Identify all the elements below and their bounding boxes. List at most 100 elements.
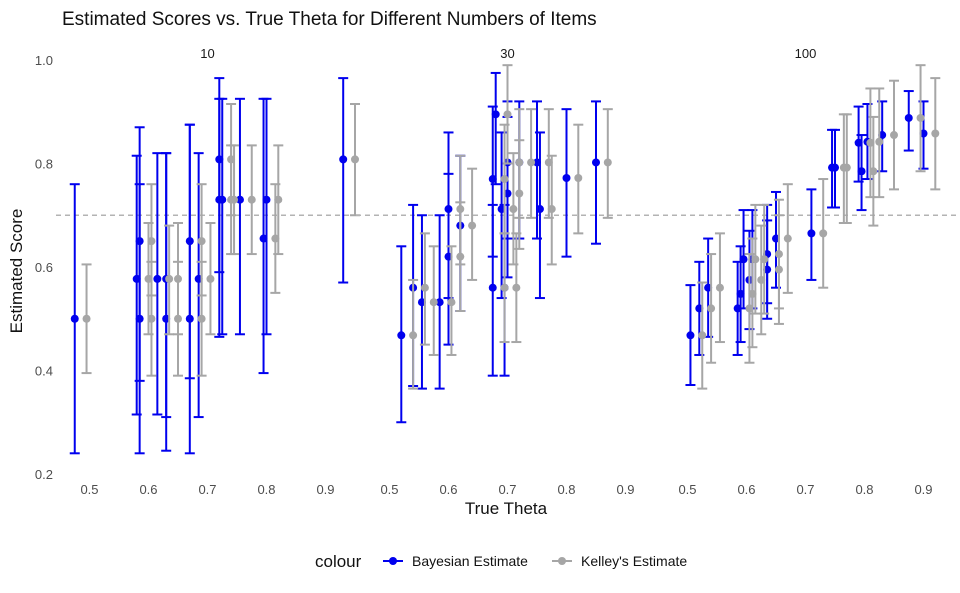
y-tick-label: 0.2 [35,467,53,482]
x-tick-label: 0.6 [737,482,755,497]
data-point [783,234,792,243]
data-point [515,158,524,167]
data-point [500,283,509,292]
data-point [527,158,536,167]
data-point [509,205,518,214]
data-point [857,167,866,176]
series-kelley [697,64,941,390]
data-point [739,255,748,264]
legend-key-point [558,557,566,565]
x-tick-label: 0.6 [139,482,157,497]
panel-label: 10 [200,46,214,61]
data-point [842,163,851,172]
data-point [468,221,477,230]
data-point [147,237,156,246]
chart-title: Estimated Scores vs. True Theta for Diff… [62,9,597,30]
data-point [707,304,716,313]
series-bayesian [69,77,349,455]
data-point [235,195,244,204]
data-point [397,331,406,340]
legend-title: colour [315,552,362,571]
legend-label: Bayesian Estimate [412,553,528,569]
data-point [890,131,898,140]
panel-label: 100 [795,46,817,61]
legend-key-point [389,557,397,565]
data-point [535,205,544,214]
legend: colour Bayesian Estimate Kelley's Estimat… [315,552,687,571]
data-point [916,113,925,122]
data-point [429,298,438,307]
data-point [230,195,239,204]
x-tick-label: 0.8 [557,482,575,497]
data-point [686,331,695,340]
data-point [420,283,429,292]
data-point [247,195,256,204]
data-point [135,314,144,323]
data-point [603,158,612,167]
data-point [70,314,79,323]
x-tick-label: 0.5 [678,482,696,497]
x-tick-label: 0.5 [380,482,398,497]
data-point [147,314,156,323]
data-point [456,252,465,261]
panels: 10 0.5 0.6 0.7 0.8 0.9 30 0.5 0.6 0.7 0.8 0.9 100 0.5… [56,46,957,497]
data-point [751,255,760,264]
data-point [185,314,194,323]
data-point [774,250,783,259]
series-kelley [81,102,360,377]
data-point [153,274,162,283]
data-point [351,155,359,164]
y-axis-title: Estimated Score [7,209,26,334]
data-point [165,274,174,283]
data-point [488,283,497,292]
y-tick-label: 0.6 [35,260,53,275]
x-tick-label: 0.8 [257,482,275,497]
data-point [218,195,227,204]
panel-30: 30 0.5 0.6 0.7 0.8 0.9 [356,46,659,497]
data-point [869,167,878,176]
x-tick-label: 0.8 [855,482,873,497]
data-point [206,274,215,283]
data-point [500,175,509,184]
y-tick-label: 1.0 [35,53,53,68]
data-point [760,255,769,264]
data-point [562,173,571,182]
data-point [197,314,206,323]
series-bayesian [396,71,601,424]
y-tick-label: 0.4 [35,364,53,379]
x-tick-label: 0.9 [316,482,334,497]
data-point [174,274,182,283]
data-point [339,155,348,164]
data-point [512,283,521,292]
data-point [698,331,707,340]
data-point [592,158,600,167]
x-tick-label: 0.5 [80,482,98,497]
data-point [807,229,816,238]
x-tick-label: 0.9 [616,482,634,497]
data-point [831,163,839,172]
data-point [82,314,91,323]
data-point [931,129,940,138]
panel-label: 30 [500,46,514,61]
x-axis-title: True Theta [465,499,548,518]
data-point [435,298,444,307]
panel-100: 100 0.5 0.6 0.7 0.8 0.9 [654,46,957,497]
x-tick-label: 0.6 [439,482,457,497]
data-point [409,331,418,340]
data-point [547,205,556,214]
y-tick-label: 0.8 [35,157,53,172]
data-point [503,110,512,119]
data-point [447,298,456,307]
data-point [875,137,884,146]
data-point [197,237,206,246]
data-point [262,195,271,204]
data-point [715,283,724,292]
panel-10: 10 0.5 0.6 0.7 0.8 0.9 [56,46,360,497]
data-point [574,173,583,182]
legend-label: Kelley's Estimate [581,553,687,569]
data-point [491,110,500,119]
x-tick-label: 0.7 [498,482,516,497]
series-kelley [408,64,613,390]
